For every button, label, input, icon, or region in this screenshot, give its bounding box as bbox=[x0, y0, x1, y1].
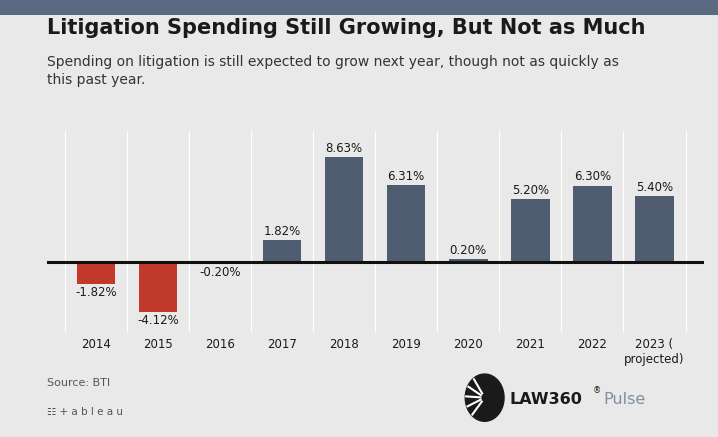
Text: -0.20%: -0.20% bbox=[199, 267, 241, 280]
Text: 8.63%: 8.63% bbox=[325, 142, 363, 155]
Bar bbox=[201, 262, 239, 264]
Bar bbox=[635, 197, 673, 262]
Bar bbox=[263, 240, 302, 262]
Bar bbox=[325, 157, 363, 262]
Polygon shape bbox=[465, 374, 504, 421]
Text: 6.31%: 6.31% bbox=[388, 170, 425, 183]
Text: -4.12%: -4.12% bbox=[137, 314, 179, 327]
Text: ®: ® bbox=[593, 387, 601, 395]
Text: LAW360: LAW360 bbox=[510, 392, 582, 407]
Text: 5.40%: 5.40% bbox=[636, 181, 673, 194]
Bar bbox=[511, 199, 549, 262]
Bar bbox=[449, 260, 488, 262]
Bar bbox=[573, 186, 612, 262]
Text: Source: BTI: Source: BTI bbox=[47, 378, 110, 388]
Text: 1.82%: 1.82% bbox=[264, 225, 301, 238]
Text: 6.30%: 6.30% bbox=[574, 170, 611, 184]
Text: Spending on litigation is still expected to grow next year, though not as quickl: Spending on litigation is still expected… bbox=[47, 55, 618, 87]
Bar bbox=[139, 262, 177, 312]
Text: Pulse: Pulse bbox=[603, 392, 645, 407]
Text: 5.20%: 5.20% bbox=[512, 184, 549, 197]
Text: 0.20%: 0.20% bbox=[449, 244, 487, 257]
Bar bbox=[387, 185, 426, 262]
Text: Litigation Spending Still Growing, But Not as Much: Litigation Spending Still Growing, But N… bbox=[47, 18, 645, 38]
Text: -1.82%: -1.82% bbox=[75, 286, 116, 299]
Text: ☷ + a b l e a u: ☷ + a b l e a u bbox=[47, 407, 123, 417]
Bar bbox=[77, 262, 115, 284]
